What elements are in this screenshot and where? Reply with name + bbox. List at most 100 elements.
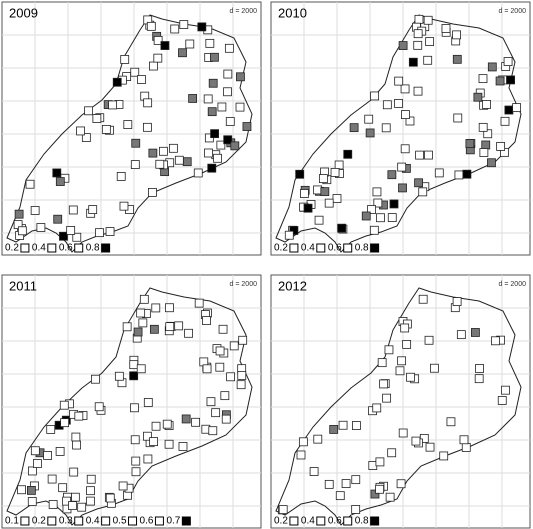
site-square bbox=[351, 475, 361, 485]
site-square bbox=[230, 141, 240, 151]
site-square bbox=[76, 126, 85, 136]
site-square bbox=[47, 474, 57, 484]
site-square bbox=[160, 41, 170, 50]
site-square bbox=[424, 150, 433, 160]
site-square bbox=[68, 205, 78, 215]
site-square bbox=[495, 76, 505, 86]
legend-label: 0.4 bbox=[86, 516, 100, 527]
site-square bbox=[334, 160, 344, 170]
site-square bbox=[397, 356, 407, 366]
site-square bbox=[341, 479, 351, 488]
site-square bbox=[105, 493, 115, 503]
site-square bbox=[370, 91, 380, 101]
site-square bbox=[313, 434, 323, 444]
site-square bbox=[165, 322, 175, 332]
map-panel: 2011 d = 2000 0.1 0.2 0.3 0.4 0.5 0.6 0.7 bbox=[1, 274, 262, 529]
site-square bbox=[364, 114, 374, 124]
site-square bbox=[26, 485, 36, 495]
site-square bbox=[30, 446, 40, 456]
scale-label: d = 2000 bbox=[499, 281, 527, 288]
site-square bbox=[441, 24, 451, 33]
legend-label: 0.4 bbox=[301, 516, 315, 527]
legend-label: 0.2 bbox=[5, 243, 19, 254]
site-square bbox=[149, 324, 159, 334]
site-square bbox=[208, 78, 218, 88]
site-square bbox=[215, 346, 225, 356]
legend-label: 0.2 bbox=[32, 516, 46, 527]
scale-label: d = 2000 bbox=[230, 8, 258, 15]
site-square bbox=[202, 316, 211, 325]
legend-swatch bbox=[343, 516, 353, 526]
site-square bbox=[300, 189, 309, 198]
site-square bbox=[324, 198, 334, 208]
legend-swatch bbox=[289, 516, 299, 526]
site-square bbox=[332, 194, 342, 203]
site-square bbox=[491, 336, 500, 346]
site-square bbox=[174, 321, 184, 331]
site-square bbox=[370, 489, 380, 499]
legend-swatch bbox=[343, 243, 353, 253]
site-square bbox=[217, 102, 227, 112]
site-square bbox=[367, 205, 376, 214]
legend-swatch bbox=[316, 516, 326, 526]
site-square bbox=[349, 123, 359, 133]
site-square bbox=[394, 99, 403, 108]
legend-label: 0.1 bbox=[5, 516, 19, 527]
site-square bbox=[151, 421, 161, 431]
site-square bbox=[92, 114, 102, 123]
site-square bbox=[424, 335, 434, 345]
legend-swatch bbox=[101, 516, 111, 526]
site-square bbox=[207, 163, 217, 173]
site-square bbox=[413, 40, 423, 50]
site-square bbox=[197, 22, 207, 32]
site-square bbox=[398, 183, 407, 193]
site-square bbox=[216, 140, 226, 150]
site-square bbox=[324, 479, 334, 489]
site-square bbox=[320, 187, 330, 197]
site-square bbox=[465, 139, 475, 148]
legend-label: 0.5 bbox=[113, 516, 127, 527]
site-square bbox=[165, 303, 174, 313]
site-square bbox=[500, 116, 510, 126]
site-square bbox=[487, 158, 496, 168]
legend-label: 0.2 bbox=[274, 516, 288, 527]
site-square bbox=[295, 169, 305, 179]
site-square bbox=[179, 20, 189, 29]
site-square bbox=[223, 87, 232, 97]
site-square bbox=[400, 144, 410, 154]
site-square bbox=[389, 199, 399, 209]
legend-swatch bbox=[289, 243, 299, 253]
legend-swatch bbox=[20, 516, 30, 526]
legend-swatch bbox=[47, 243, 57, 253]
legend-swatch bbox=[74, 516, 84, 526]
site-square bbox=[86, 474, 96, 484]
site-square bbox=[148, 148, 158, 158]
site-square bbox=[66, 226, 76, 235]
site-square bbox=[105, 227, 115, 236]
site-square bbox=[62, 496, 72, 506]
site-square bbox=[143, 122, 152, 132]
site-square bbox=[496, 142, 506, 151]
site-square bbox=[143, 431, 152, 441]
site-square bbox=[210, 52, 219, 62]
site-square bbox=[151, 303, 161, 313]
site-square bbox=[478, 74, 488, 84]
legend-label: 0.6 bbox=[140, 516, 154, 527]
site-square bbox=[459, 435, 469, 445]
site-square bbox=[372, 403, 382, 413]
site-square bbox=[52, 168, 62, 178]
site-square bbox=[130, 160, 140, 169]
site-square bbox=[454, 170, 464, 180]
site-square bbox=[71, 432, 81, 442]
legend-label: 0.3 bbox=[59, 516, 73, 527]
panel-year: 2012 bbox=[278, 278, 307, 293]
map-panel: 2012 d = 2000 0.2 0.4 0.6 0.8 bbox=[270, 274, 531, 529]
site-square bbox=[330, 167, 340, 177]
site-square bbox=[185, 39, 195, 49]
site-square bbox=[400, 323, 410, 333]
site-square bbox=[131, 138, 141, 148]
site-square bbox=[365, 128, 375, 138]
site-square bbox=[408, 57, 418, 67]
site-square bbox=[133, 327, 143, 337]
region-outline bbox=[275, 287, 522, 526]
